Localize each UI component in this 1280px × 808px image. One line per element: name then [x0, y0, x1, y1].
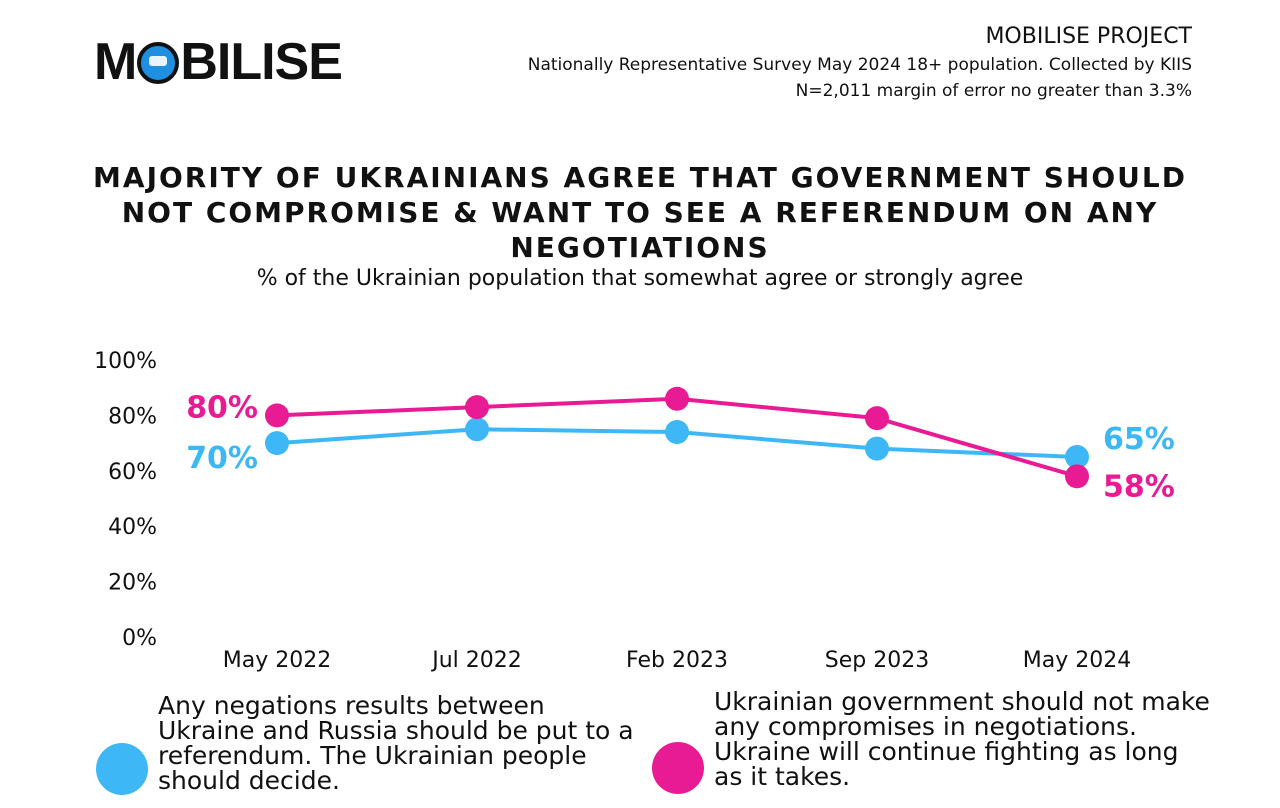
x-tick-label: May 2024	[1023, 648, 1131, 673]
mobilise-logo: M BILISE	[94, 33, 343, 91]
data-point-no-compromise	[265, 403, 289, 428]
x-tick-label: May 2022	[223, 648, 331, 673]
y-tick-label: 40%	[108, 515, 157, 540]
line-chart: 0% 20% 40% 60% 80% 100% May 2022 Jul 2022 Feb 20…	[94, 349, 1175, 673]
legend-label-no-compromise: Ukrainian government should not make any…	[714, 687, 1210, 791]
y-tick-label: 20%	[108, 571, 157, 596]
data-point-no-compromise	[665, 386, 689, 411]
data-point-no-compromise	[1065, 464, 1089, 489]
logo-text-end: BILISE	[180, 33, 343, 91]
data-point-referendum	[665, 420, 689, 445]
x-tick-label: Feb 2023	[626, 648, 728, 673]
logo-text-start: M	[94, 33, 137, 91]
x-tick-label: Sep 2023	[825, 648, 929, 673]
data-point-no-compromise	[465, 395, 489, 420]
sample-description: N=2,011 margin of error no greater than …	[795, 81, 1192, 101]
data-point-no-compromise	[865, 406, 889, 431]
data-point-referendum	[465, 417, 489, 442]
y-tick-label: 60%	[108, 460, 157, 485]
y-tick-label: 0%	[122, 626, 157, 651]
data-point-referendum	[865, 436, 889, 461]
y-tick-label: 80%	[108, 404, 157, 429]
end-label-referendum: 65%	[1103, 422, 1175, 457]
data-point-referendum	[265, 431, 289, 456]
survey-description: Nationally Representative Survey May 202…	[527, 55, 1192, 75]
survey-meta: MOBILISE PROJECT Nationally Representati…	[528, 22, 1192, 104]
start-label-no-compromise: 80%	[186, 390, 258, 425]
y-tick-label: 100%	[94, 349, 157, 374]
legend-swatch-referendum	[96, 743, 148, 795]
legend-label-referendum: Any negations results between Ukraine an…	[158, 691, 634, 795]
project-name: MOBILISE PROJECT	[985, 24, 1192, 49]
chart-title: MAJORITY OF UKRAINIANS AGREE THAT GOVERN…	[93, 161, 1187, 264]
chart-subtitle: % of the Ukrainian population that somew…	[256, 266, 1024, 291]
globe-icon	[137, 42, 180, 84]
x-tick-label: Jul 2022	[430, 648, 522, 673]
data-point-referendum	[1065, 444, 1089, 469]
legend-swatch-no-compromise	[652, 742, 704, 794]
end-label-no-compromise: 58%	[1103, 469, 1175, 504]
start-label-referendum: 70%	[186, 441, 258, 476]
